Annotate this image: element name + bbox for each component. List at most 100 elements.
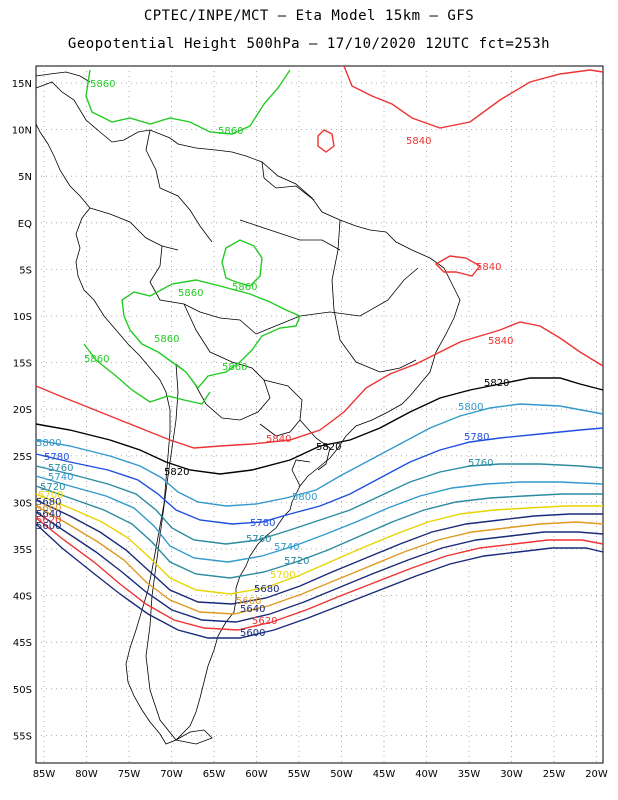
contour-label: 5720 bbox=[40, 482, 65, 493]
lat-tick-label: 5S bbox=[19, 265, 32, 276]
contour-label: 5700 bbox=[270, 570, 295, 581]
contour-label: 5740 bbox=[274, 542, 299, 553]
contour-5840-main bbox=[35, 321, 604, 449]
contour-5820 bbox=[35, 377, 604, 475]
lat-tick-label: 50S bbox=[13, 685, 32, 696]
lat-tick-label: 20S bbox=[13, 405, 32, 416]
map-frame bbox=[35, 65, 604, 764]
contour-label: 5620 bbox=[252, 616, 277, 627]
contour-5720 bbox=[35, 485, 603, 579]
map-title-line-2: Geopotential Height 500hPa – 17/10/2020 … bbox=[67, 36, 551, 52]
lon-tick-label: 30W bbox=[500, 769, 523, 780]
border-guianas bbox=[261, 161, 315, 201]
contour-label: 5780 bbox=[250, 518, 275, 529]
lon-tick-label: 50W bbox=[330, 769, 353, 780]
contour-label: 5780 bbox=[44, 452, 69, 463]
contour-label: 5800 bbox=[292, 492, 317, 503]
lon-tick-label: 20W bbox=[585, 769, 608, 780]
contour-label: 5740 bbox=[48, 472, 73, 483]
lat-tick-label: 40S bbox=[13, 592, 32, 603]
lon-tick-label: 25W bbox=[543, 769, 566, 780]
contour-5860-amazon-big bbox=[121, 279, 301, 390]
contour-label: 5760 bbox=[468, 458, 493, 469]
lat-tick-label: 5N bbox=[18, 172, 32, 183]
contour-5860-west bbox=[83, 343, 211, 405]
contour-label: 5820 bbox=[164, 467, 189, 478]
contour-label: 5800 bbox=[36, 438, 61, 449]
lat-tick-label: 10S bbox=[13, 312, 32, 323]
contour-5640 bbox=[35, 511, 604, 623]
contour-5700 bbox=[35, 493, 603, 595]
border-uruguay bbox=[291, 459, 311, 487]
contour-labels: 5860 5860 5860 5860 5860 5860 5860 5840 … bbox=[36, 79, 513, 639]
contour-label: 5860 bbox=[232, 282, 257, 293]
lon-tick-label: 35W bbox=[458, 769, 481, 780]
lon-tick-label: 75W bbox=[118, 769, 141, 780]
lat-tick-label: EQ bbox=[18, 219, 32, 230]
border-brazil-states bbox=[331, 219, 417, 373]
border-brazil-states-3 bbox=[239, 219, 341, 251]
contour-label: 5820 bbox=[316, 442, 341, 453]
border-argentina-brazil bbox=[299, 419, 331, 471]
lon-tick-label: 85W bbox=[33, 769, 56, 780]
contour-label: 5640 bbox=[240, 604, 265, 615]
contour-label: 5780 bbox=[464, 432, 489, 443]
lat-tick-label: 15S bbox=[13, 359, 32, 370]
lat-tick-label: 35S bbox=[13, 545, 32, 556]
lon-tick-label: 40W bbox=[415, 769, 438, 780]
height-contours bbox=[35, 65, 604, 639]
axis-ticks: 15N 10N 5N EQ 5S 10S 15S 20S 25S 30S 35S 40S 45S 50S 5… bbox=[12, 79, 608, 780]
contour-label: 5760 bbox=[246, 534, 271, 545]
lat-tick-label: 55S bbox=[13, 731, 32, 742]
contour-label: 5620 bbox=[36, 515, 61, 526]
contour-label: 5840 bbox=[488, 336, 513, 347]
lat-tick-label: 25S bbox=[13, 452, 32, 463]
contour-5800 bbox=[35, 403, 604, 507]
lon-tick-label: 80W bbox=[75, 769, 98, 780]
lon-tick-label: 60W bbox=[245, 769, 268, 780]
border-colombia-peru bbox=[89, 207, 179, 251]
coastlines-and-borders bbox=[35, 71, 461, 745]
tierra-del-fuego bbox=[174, 729, 213, 745]
contour-label: 5860 bbox=[218, 126, 243, 137]
contour-label: 5680 bbox=[254, 584, 279, 595]
contour-5680 bbox=[35, 499, 603, 605]
contour-5840-ne bbox=[434, 255, 482, 277]
contour-5840-blob bbox=[317, 129, 335, 153]
contour-5660 bbox=[35, 505, 604, 615]
contour-label: 5860 bbox=[154, 334, 179, 345]
lon-tick-label: 55W bbox=[288, 769, 311, 780]
lat-tick-label: 30S bbox=[13, 498, 32, 509]
central-america-coast bbox=[35, 81, 461, 745]
contour-5760 bbox=[35, 463, 604, 545]
contour-label: 5720 bbox=[284, 556, 309, 567]
lat-tick-label: 15N bbox=[12, 79, 32, 90]
contour-5740 bbox=[35, 475, 604, 563]
contour-label: 5660 bbox=[36, 503, 61, 514]
contour-label: 5840 bbox=[406, 136, 431, 147]
contour-5780 bbox=[35, 427, 604, 525]
contour-5860-north bbox=[85, 69, 291, 135]
contour-5860-amazon-small bbox=[221, 239, 263, 287]
contour-5600 bbox=[35, 523, 604, 639]
map-title-line-1: CPTEC/INPE/MCT – Eta Model 15km – GFS bbox=[143, 8, 475, 24]
contour-5840-top bbox=[343, 65, 604, 129]
contour-label: 5700 bbox=[38, 490, 63, 501]
contour-label: 5660 bbox=[236, 596, 261, 607]
lon-tick-label: 70W bbox=[160, 769, 183, 780]
contour-label: 5600 bbox=[36, 521, 61, 532]
lon-tick-label: 65W bbox=[203, 769, 226, 780]
contour-label: 5860 bbox=[222, 362, 247, 373]
graticule bbox=[36, 66, 603, 763]
contour-label: 5800 bbox=[458, 402, 483, 413]
contour-5620 bbox=[35, 517, 604, 631]
contour-label: 5640 bbox=[36, 509, 61, 520]
contour-label: 5820 bbox=[484, 378, 509, 389]
lon-tick-label: 45W bbox=[373, 769, 396, 780]
contour-label: 5760 bbox=[48, 463, 73, 474]
contour-label: 5600 bbox=[240, 628, 265, 639]
contour-label: 5840 bbox=[266, 434, 291, 445]
border-bolivia bbox=[175, 303, 271, 421]
border-chile-argentina bbox=[145, 363, 179, 741]
